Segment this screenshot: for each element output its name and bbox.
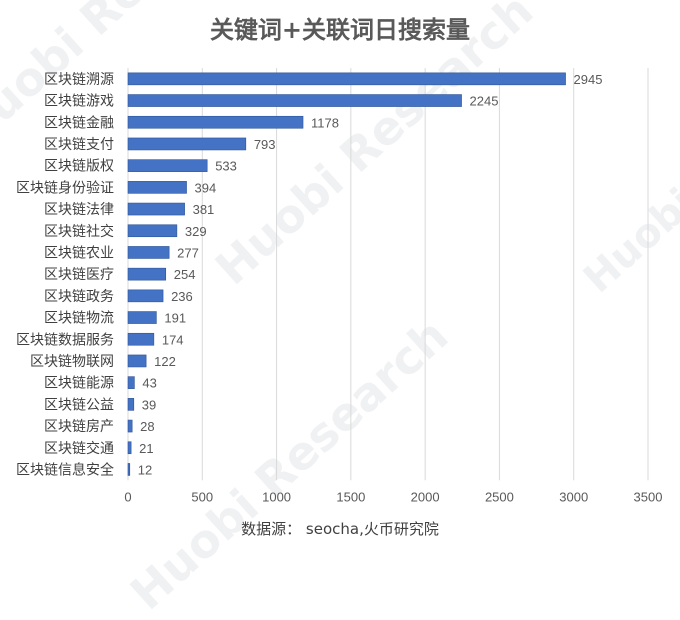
x-tick-label: 1500 [336, 489, 365, 504]
category-label: 区块链物联网 [30, 354, 114, 370]
bar [127, 202, 185, 216]
category-label: 区块链溯源 [44, 72, 114, 88]
x-tick-label: 2500 [485, 489, 514, 504]
value-label: 381 [193, 202, 215, 217]
value-label: 122 [154, 354, 176, 369]
category-label: 区块链社交 [44, 223, 114, 240]
bar [127, 376, 135, 389]
x-tick-label: 1000 [262, 489, 291, 504]
category-label: 区块链版权 [44, 159, 114, 175]
bar [127, 181, 187, 194]
bar [127, 94, 462, 107]
value-label: 39 [142, 397, 156, 412]
value-label: 21 [139, 441, 153, 456]
bar [127, 463, 131, 476]
category-label: 区块链交通 [44, 440, 114, 457]
bar [127, 267, 167, 281]
category-labels: 区块链溯源区块链游戏区块链金融区块链支付区块链版权区块链身份验证区块链法律区块链… [16, 72, 114, 479]
bar [127, 137, 247, 151]
category-label: 区块链医疗 [44, 267, 114, 283]
category-label: 区块链能源 [44, 376, 114, 392]
category-label: 区块链信息安全 [16, 461, 114, 478]
x-tick-labels: 0 500 1000 1500 2000 2500 3000 3500 [124, 489, 662, 504]
value-label: 174 [162, 332, 184, 347]
value-label: 329 [185, 224, 207, 239]
category-label: 区块链身份验证 [16, 180, 114, 196]
gridlines [127, 68, 649, 481]
category-label: 区块链房产 [44, 419, 114, 435]
bar [127, 289, 164, 303]
bar [127, 72, 566, 86]
category-label: 区块链游戏 [44, 94, 114, 110]
x-tick-label: 2000 [411, 489, 440, 504]
value-label: 254 [174, 267, 196, 282]
value-label: 191 [164, 311, 186, 326]
x-tick-label: 3500 [634, 489, 663, 504]
bars [127, 72, 566, 476]
value-label: 277 [177, 245, 199, 260]
bar [127, 398, 135, 411]
value-label: 533 [215, 159, 237, 174]
chart-title: 关键词+关联词日搜索量 [209, 16, 471, 44]
value-label: 394 [195, 180, 217, 195]
value-label: 43 [142, 376, 156, 391]
category-label: 区块链法律 [44, 202, 114, 218]
value-label: 28 [140, 419, 154, 434]
bar [127, 354, 147, 368]
bar [127, 419, 133, 433]
category-label: 区块链农业 [44, 245, 114, 261]
x-tick-label: 0 [124, 489, 131, 504]
category-label: 区块链金融 [44, 115, 114, 131]
category-label: 区块链公益 [44, 397, 114, 413]
bar [127, 246, 170, 259]
value-labels: 2945 2245 1178 793 533 394 381 329 277 254 236 191 1… [138, 72, 603, 478]
category-label: 区块链数据服务 [16, 332, 114, 348]
source-note: 数据源： seocha,火币研究院 [241, 520, 439, 538]
bar [127, 332, 155, 346]
bar [127, 224, 178, 238]
bar [127, 115, 304, 129]
category-label: 区块链物流 [44, 311, 114, 327]
value-label: 12 [138, 462, 152, 477]
bar [127, 441, 132, 455]
x-tick-label: 500 [191, 489, 213, 504]
value-label: 793 [254, 137, 276, 152]
value-label: 2245 [470, 94, 499, 109]
value-label: 236 [171, 289, 193, 304]
x-tick-label: 3000 [559, 489, 588, 504]
value-label: 1178 [311, 115, 339, 130]
bar [127, 159, 208, 172]
category-label: 区块链支付 [44, 137, 114, 153]
plot-area: 区块链溯源区块链游戏区块链金融区块链支付区块链版权区块链身份验证区块链法律区块链… [16, 68, 662, 504]
category-label: 区块链政务 [44, 289, 114, 305]
bar [127, 311, 157, 324]
value-label: 2945 [574, 72, 603, 87]
